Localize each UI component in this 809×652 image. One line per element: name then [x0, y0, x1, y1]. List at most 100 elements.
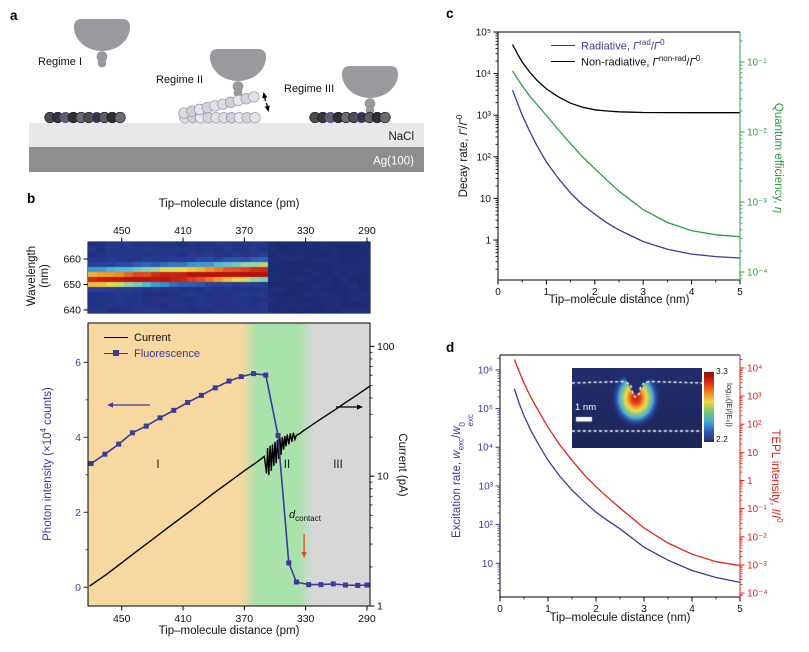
colorbar-axis-label: log₁₀(|E|/|E₀|) [725, 383, 734, 427]
svg-text:10⁵: 10⁵ [476, 28, 491, 39]
region-label-2: II [283, 459, 291, 471]
svg-text:10⁶: 10⁶ [478, 365, 493, 376]
svg-text:10⁻⁴: 10⁻⁴ [747, 268, 768, 279]
svg-text:10³: 10³ [477, 111, 492, 122]
b-main-plot: 450 410 370 330 290 0 2 4 6 1 10 100 [75, 322, 395, 625]
svg-text:10: 10 [377, 471, 389, 483]
svg-text:2: 2 [593, 604, 599, 615]
b-legend: Current Fluorescence [104, 330, 200, 361]
stm-tip-regime3 [342, 66, 398, 115]
non-radiative-curve [511, 44, 740, 114]
region-label-1: I [156, 459, 160, 471]
svg-text:370: 370 [236, 225, 254, 237]
inset-scalebar-label: 1 nm [575, 402, 597, 413]
svg-text:1: 1 [544, 287, 550, 298]
b-legend-current-label: Current [134, 331, 171, 344]
svg-text:6: 6 [75, 357, 81, 369]
nacl-label: NaCl [388, 131, 414, 143]
svg-text:370: 370 [236, 613, 254, 625]
svg-text:4: 4 [689, 604, 695, 615]
regime1-label: Regime I [38, 56, 82, 68]
svg-text:10²: 10² [479, 520, 494, 531]
panel-a-label: a [10, 8, 18, 23]
svg-text:330: 330 [297, 225, 315, 237]
inset-colorbar [704, 372, 714, 442]
svg-text:10⁻¹: 10⁻¹ [747, 58, 767, 69]
svg-text:10⁴: 10⁴ [478, 443, 493, 454]
svg-text:5: 5 [737, 604, 743, 615]
svg-text:4: 4 [75, 432, 81, 444]
svg-text:10: 10 [482, 559, 494, 570]
svg-text:10⁻²: 10⁻² [747, 532, 767, 543]
c-decay-plot: 0 1 2 3 4 5 1 10 10² 10³ 10⁴ 10⁵ 10⁻¹ 10⁻² 10⁻³ 10⁻⁴ [476, 28, 768, 299]
current-curve [89, 385, 371, 587]
svg-text:10: 10 [747, 448, 759, 459]
d-x-axis-title: Tip–molecule distance (nm) [549, 612, 691, 624]
svg-text:100: 100 [377, 341, 395, 353]
panel-d-label: d [446, 340, 455, 355]
svg-text:650: 650 [63, 279, 81, 291]
svg-text:1: 1 [747, 476, 753, 487]
c-x-axis-title: Tip–molecule distance (nm) [548, 294, 690, 306]
c-legend-nonradiative: Non-radiative, Γnon-rad/Γ0 [551, 54, 700, 69]
c-legend-nonradiative-label: Non-radiative, Γnon-rad/Γ0 [581, 54, 701, 69]
svg-text:1: 1 [545, 604, 551, 615]
excitation-rate-curve [513, 388, 741, 584]
regime-background [88, 323, 370, 606]
b-photon-intensity-axis-label: Photon intensity (×104 counts) [39, 387, 54, 541]
svg-text:10: 10 [480, 194, 492, 205]
svg-text:4: 4 [689, 287, 695, 298]
nonradiative-line-swatch [551, 61, 575, 62]
field-map-inset-canvas [572, 368, 702, 448]
svg-text:0: 0 [497, 604, 503, 615]
molecule-regime3 [309, 111, 391, 124]
svg-text:3: 3 [640, 287, 646, 298]
c-legend-radiative: Radiative, Γrad/Γ0 [551, 38, 700, 53]
svg-text:10⁻⁴: 10⁻⁴ [747, 589, 768, 600]
svg-text:5: 5 [737, 287, 743, 298]
svg-text:410: 410 [174, 225, 192, 237]
svg-text:410: 410 [174, 613, 192, 625]
svg-text:10⁻³: 10⁻³ [747, 198, 767, 209]
molecule-regime1 [44, 111, 126, 124]
b-current-axis-label: Current (pA) [396, 433, 408, 497]
svg-text:450: 450 [113, 613, 131, 625]
svg-text:10³: 10³ [479, 481, 494, 492]
d-excitation-rate-axis-label: Excitation rate, wexc/w 0 exc [451, 414, 475, 538]
quantum-efficiency-curve [511, 70, 741, 238]
colorbar-min-label: 2.2 [716, 434, 728, 444]
stm-tip-regime1 [74, 19, 130, 68]
svg-text:10³: 10³ [747, 392, 762, 403]
svg-text:2: 2 [592, 287, 598, 298]
svg-text:10⁴: 10⁴ [747, 363, 762, 374]
tepl-intensity-curve [513, 359, 741, 567]
svg-text:290: 290 [358, 225, 376, 237]
b-wavelength-axis-label: Wavelength (nm) [26, 245, 51, 307]
colorbar-max-label: 3.3 [716, 366, 728, 376]
regime3-label: Regime III [284, 83, 334, 95]
region-label-3: III [333, 459, 343, 471]
b-legend-fluorescence: Fluorescence [104, 346, 200, 361]
svg-text:640: 640 [63, 304, 81, 316]
svg-text:2: 2 [75, 507, 81, 519]
svg-text:290: 290 [358, 613, 376, 625]
panel-a-schematic: NaCl Ag(100) Regime I Regime II Regime III [29, 19, 424, 172]
spectral-heatmap-canvas [88, 242, 370, 313]
svg-text:10⁻¹: 10⁻¹ [747, 504, 767, 515]
radiative-curve [511, 89, 741, 259]
b-x-axis-title: Tip–molecule distance (pm) [158, 625, 300, 637]
svg-text:10⁴: 10⁴ [476, 69, 491, 80]
fluorescence-line-swatch [104, 350, 128, 356]
d-tepl-intensity-axis-label: TEPL intensity, I/I0 [769, 429, 784, 523]
b-heatmap-axes: 450 410 370 330 290 660 650 640 [63, 225, 375, 316]
svg-text:10⁵: 10⁵ [478, 404, 493, 415]
svg-text:1: 1 [485, 236, 491, 247]
current-line-swatch [104, 337, 128, 338]
svg-text:10²: 10² [747, 420, 762, 431]
c-legend-radiative-label: Radiative, Γrad/Γ0 [581, 38, 665, 53]
molecule-regime2-tilted [178, 91, 260, 119]
svg-text:0: 0 [75, 582, 81, 594]
stm-tip-regime2 [210, 49, 266, 98]
